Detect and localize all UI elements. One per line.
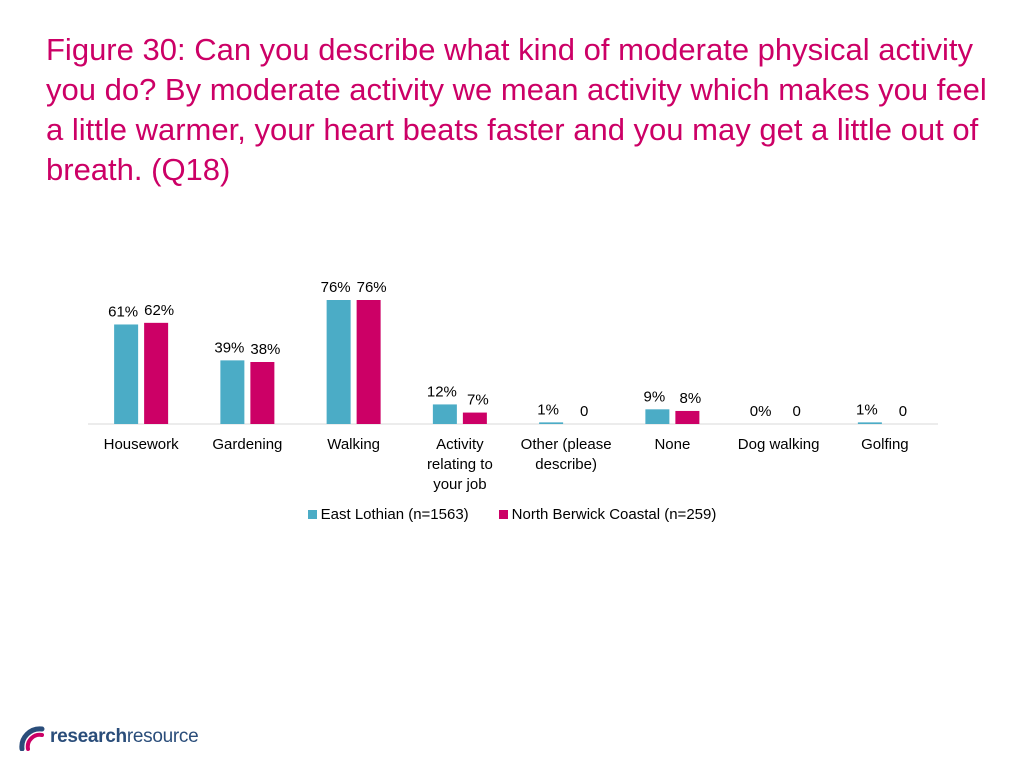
- bar-series-2-cat-2: [250, 362, 275, 424]
- data-label-series-1-cat-8: 1%: [856, 401, 878, 418]
- bar-series-2-cat-3: [356, 300, 381, 424]
- category-label-8: Golfing: [861, 436, 909, 453]
- data-label-series-2-cat-6: 8%: [680, 390, 702, 407]
- bar-series-2-cat-4: [462, 412, 487, 424]
- data-label-series-1-cat-4: 12%: [427, 383, 457, 400]
- bar-series-2-cat-1: [144, 322, 169, 424]
- bar-series-1-cat-3: [326, 300, 351, 424]
- legend-item-series-1: East Lothian (n=1563): [307, 506, 469, 523]
- category-label-2: Gardening: [212, 436, 282, 453]
- bar-series-1-cat-6: [645, 409, 670, 424]
- bar-series-1-cat-2: [220, 360, 245, 424]
- category-label-1: Housework: [104, 436, 180, 453]
- chart-title: Figure 30: Can you describe what kind of…: [46, 32, 987, 187]
- data-label-series-2-cat-1: 62%: [144, 302, 174, 319]
- data-label-series-2-cat-3: 76%: [357, 279, 387, 296]
- bar-series-1-cat-5: [539, 422, 564, 424]
- legend-label-series-2: North Berwick Coastal (n=259): [511, 506, 717, 523]
- data-label-series-1-cat-6: 9%: [644, 388, 666, 405]
- bar-series-1-cat-4: [432, 404, 457, 424]
- logo-swoosh-icon: [19, 726, 45, 751]
- bar-chart: 61% 62% Housework 39% 38% Gardening 76% 76% Walk…: [88, 279, 938, 493]
- category-label-4-line-1: Activity: [436, 436, 484, 453]
- data-label-series-2-cat-7: 0: [792, 403, 800, 420]
- logo-wordmark: researchresource: [50, 726, 199, 747]
- legend: East Lothian (n=1563) North Berwick Coas…: [0, 506, 1024, 523]
- bar-series-2-cat-6: [675, 410, 700, 424]
- legend-swatch-series-2: [498, 510, 508, 519]
- legend-item-series-2: North Berwick Coastal (n=259): [498, 506, 717, 523]
- category-label-3: Walking: [327, 436, 380, 453]
- research-resource-logo: researchresource: [18, 720, 199, 754]
- category-label-4-line-3: your job: [433, 476, 486, 493]
- category-label-4-line-2: relating to: [427, 456, 493, 473]
- data-label-series-1-cat-3: 76%: [321, 279, 351, 296]
- category-label-5-line-1: Other (please: [521, 436, 612, 453]
- category-label-7: Dog walking: [738, 436, 820, 453]
- data-label-series-1-cat-7: 0%: [750, 403, 772, 420]
- legend-swatch-series-1: [307, 510, 317, 519]
- category-label-5-line-2: describe): [535, 456, 597, 473]
- data-label-series-2-cat-4: 7%: [467, 392, 489, 409]
- data-label-series-1-cat-1: 61%: [108, 303, 138, 320]
- bar-series-1-cat-1: [114, 324, 139, 424]
- legend-label-series-1: East Lothian (n=1563): [320, 506, 469, 523]
- data-label-series-2-cat-2: 38%: [250, 341, 280, 358]
- data-label-series-1-cat-5: 1%: [537, 401, 559, 418]
- data-label-series-2-cat-5: 0: [580, 403, 588, 420]
- data-label-series-2-cat-8: 0: [899, 403, 907, 420]
- data-label-series-1-cat-2: 39%: [214, 339, 244, 356]
- bar-series-1-cat-8: [857, 422, 882, 424]
- category-label-6: None: [654, 436, 690, 453]
